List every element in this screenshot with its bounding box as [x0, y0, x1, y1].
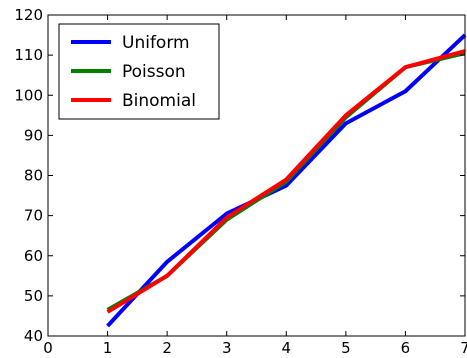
y-tick-label: 70 — [24, 207, 43, 225]
y-tick-label: 60 — [24, 247, 43, 265]
y-tick-label: 90 — [24, 126, 43, 144]
series-layer — [106, 33, 467, 328]
x-tick-label: 5 — [341, 339, 351, 357]
y-tick-label: 50 — [24, 287, 43, 305]
y-tick-label: 100 — [14, 86, 43, 104]
x-tick-label: 6 — [401, 339, 411, 357]
legend: Uniform Poisson Binomial — [58, 23, 220, 120]
y-tick-label: 40 — [24, 327, 43, 345]
series-line-uniform — [106, 33, 467, 328]
legend-label-uniform: Uniform — [122, 33, 190, 53]
x-tick-label: 0 — [43, 339, 53, 357]
axes-layer: 0 1 2 3 4 5 6 7 40 50 60 70 80 90 100 110 120 — [14, 6, 467, 357]
x-tick-label: 7 — [460, 339, 467, 357]
legend-label-binomial: Binomial — [122, 91, 196, 111]
series-line-binomial — [106, 49, 466, 314]
x-tick-label: 3 — [222, 339, 232, 357]
y-tick-label: 80 — [24, 167, 43, 185]
y-tick-label: 110 — [14, 46, 43, 64]
legend-label-poisson: Poisson — [122, 62, 186, 82]
y-tick-label: 120 — [14, 6, 43, 24]
x-tick-label: 1 — [103, 339, 113, 357]
x-tick-label: 4 — [282, 339, 292, 357]
x-tick-label: 2 — [162, 339, 172, 357]
